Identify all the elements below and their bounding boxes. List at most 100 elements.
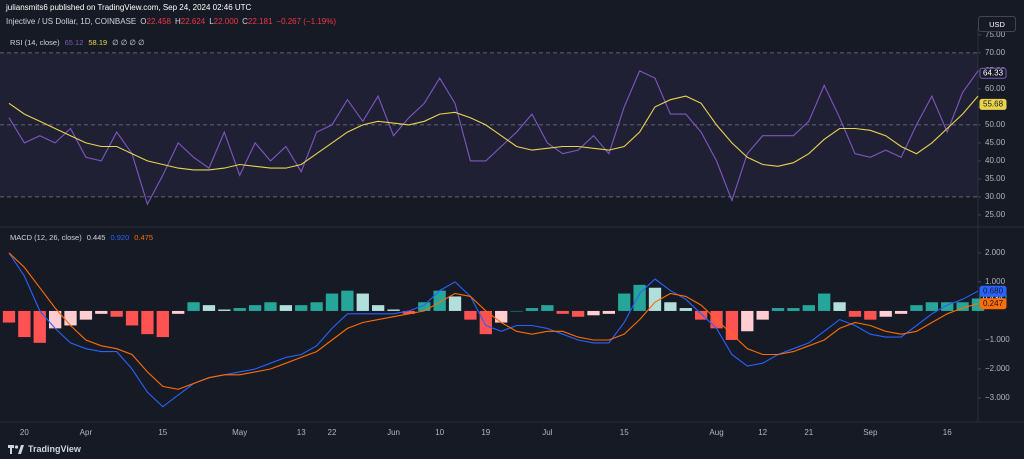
- x-tick-label: 15: [158, 428, 167, 437]
- x-tick-label: 12: [758, 428, 767, 437]
- histogram-bar: [218, 309, 231, 311]
- y-tick-label: 40.00: [985, 156, 1006, 165]
- histogram-bar: [172, 310, 185, 314]
- last-value-label: 0.247: [983, 299, 1004, 308]
- x-tick-label: 15: [620, 428, 629, 437]
- histogram-bar: [187, 302, 200, 311]
- legend-value: 65.12: [64, 38, 84, 47]
- histogram-bar: [279, 305, 293, 311]
- y-tick-label: 75.00: [985, 30, 1006, 39]
- x-tick-label: 20: [20, 428, 29, 437]
- ohlc-key: H: [174, 17, 181, 26]
- y-tick-label: 30.00: [985, 192, 1006, 201]
- histogram-bar: [633, 284, 646, 311]
- histogram-bar: [64, 310, 77, 326]
- last-value-label: 64.33: [983, 68, 1004, 77]
- change: −0.267 (−1.19%): [276, 17, 336, 26]
- histogram-bar: [33, 310, 46, 343]
- x-tick-label: 10: [435, 428, 444, 437]
- histogram-bar: [541, 305, 554, 311]
- x-tick-label: Jul: [542, 428, 552, 437]
- histogram-bar: [264, 302, 277, 311]
- legend-value: 0.475: [134, 233, 154, 242]
- series-line: [8, 252, 979, 390]
- histogram-bar: [495, 310, 508, 323]
- histogram-bar: [295, 305, 308, 311]
- histogram-bar: [418, 302, 431, 311]
- series-line: [8, 252, 979, 408]
- histogram-bar: [356, 293, 369, 311]
- histogram-bar: [202, 305, 216, 311]
- ohlc-key: C: [242, 17, 248, 26]
- histogram-bar: [510, 310, 523, 312]
- x-tick-label: Apr: [80, 428, 93, 437]
- x-tick-label: 13: [297, 428, 306, 437]
- histogram-bar: [387, 309, 400, 311]
- x-tick-label: Jun: [387, 428, 400, 437]
- y-tick-label: 1.000: [985, 277, 1006, 286]
- ohlc-value: 22.000: [213, 17, 239, 26]
- histogram-bar: [771, 308, 785, 311]
- y-tick-label: 60.00: [985, 84, 1006, 93]
- publisher: juliansmits6 published on TradingView.co…: [6, 3, 252, 12]
- histogram-bar: [879, 310, 892, 317]
- histogram-bar: [233, 308, 246, 311]
- histogram-bar: [941, 302, 954, 311]
- rsi-band: [0, 52, 978, 197]
- logo: [8, 444, 24, 454]
- series-line: [8, 95, 979, 171]
- histogram-bar: [894, 310, 908, 314]
- histogram-bar: [956, 302, 969, 311]
- y-tick-label: 2.000: [985, 248, 1006, 257]
- indicator-title: MACD (12, 26, close): [10, 233, 82, 242]
- histogram-bar: [925, 302, 939, 311]
- legend-value: 0.445: [86, 233, 106, 242]
- histogram-bar: [725, 310, 739, 340]
- last-value-badge: [979, 285, 1007, 297]
- histogram-bar: [679, 308, 692, 311]
- histogram-bar: [602, 310, 616, 314]
- ohlc-value: 22.458: [146, 17, 171, 26]
- histogram-bar: [433, 290, 446, 311]
- series-line: [8, 70, 979, 206]
- ohlc-value: 22.181: [247, 17, 273, 26]
- histogram-bar: [833, 302, 846, 311]
- histogram-bar: [110, 310, 123, 317]
- histogram-bar: [818, 293, 831, 311]
- symbol-line: Injective / US Dollar, 1D, COINBASE O 22.…: [6, 17, 336, 26]
- last-value-label: 55.68: [983, 100, 1004, 109]
- histogram-bar: [79, 310, 93, 320]
- ohlc-key: O: [140, 17, 147, 26]
- histogram-bar: [479, 310, 492, 335]
- currency-button[interactable]: USD: [978, 16, 1016, 32]
- indicator-legend: MACD (12, 26, close) 0.445 0.920 0.475: [10, 233, 153, 242]
- legend-extra: ∅ ∅ ∅ ∅: [112, 38, 145, 47]
- y-tick-label: −1.000: [985, 335, 1010, 344]
- y-tick-label: −2.000: [985, 364, 1010, 373]
- last-value-badge: [979, 298, 1007, 310]
- histogram-bar: [910, 305, 923, 311]
- histogram-bar: [756, 310, 769, 320]
- x-tick-label: May: [232, 428, 247, 437]
- ohlc-value: 22.624: [180, 17, 206, 26]
- x-tick-label: 16: [943, 428, 952, 437]
- last-value-label: 0.680: [983, 286, 1004, 295]
- histogram-bar: [48, 310, 62, 329]
- ohlc-key: L: [209, 17, 214, 26]
- brand: TradingView: [28, 444, 81, 454]
- histogram-bar: [741, 310, 754, 332]
- histogram-bar: [325, 293, 339, 311]
- histogram-bar: [571, 310, 585, 317]
- histogram-bar: [694, 310, 708, 320]
- histogram-bar: [402, 310, 416, 314]
- indicator-title: RSI (14, close): [10, 38, 60, 47]
- indicator-legend: RSI (14, close) 65.12 58.19 ∅ ∅ ∅ ∅: [10, 38, 145, 47]
- last-value-label: 0.434: [983, 293, 1004, 302]
- histogram-bar: [341, 290, 354, 311]
- histogram-bar: [848, 310, 862, 317]
- y-tick-label: 70.00: [985, 48, 1006, 57]
- x-tick-label: 22: [328, 428, 337, 437]
- y-tick-label: −3.000: [985, 393, 1010, 402]
